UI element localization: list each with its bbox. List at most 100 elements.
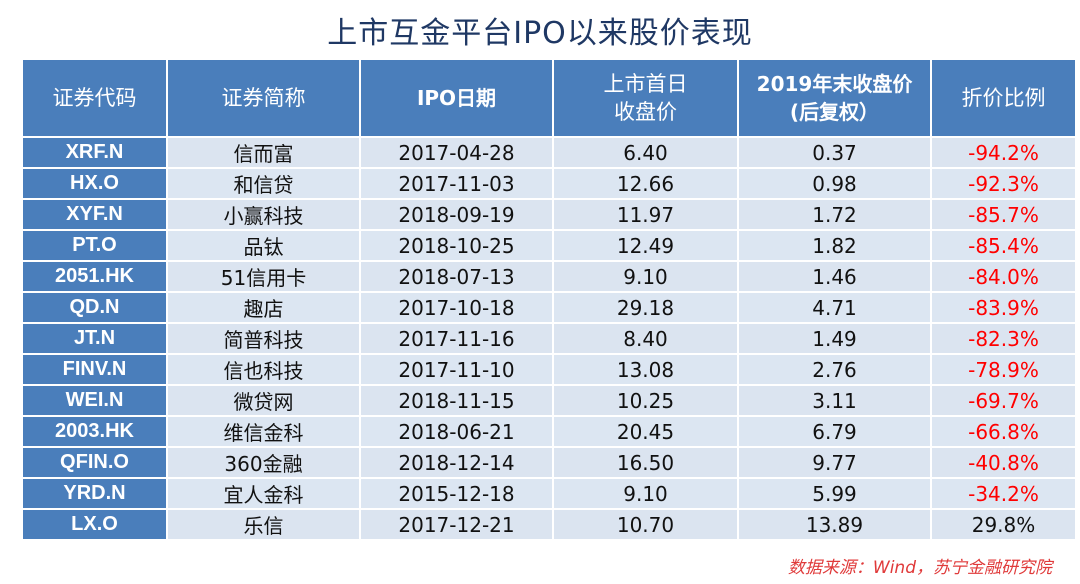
header-first-day-close-line1: 上市首日: [603, 72, 688, 96]
year-end-close-cell: 0.37: [739, 138, 930, 167]
ipo-date-cell: 2015-12-18: [361, 479, 552, 508]
table-row: FINV.N 信也科技 2017-11-10 13.08 2.76 -78.9%: [23, 355, 1075, 384]
ipo-date-cell: 2017-11-03: [361, 169, 552, 198]
first-day-close-cell: 9.10: [554, 262, 737, 291]
header-name: 证券简称: [168, 60, 359, 136]
ipo-date-cell: 2018-07-13: [361, 262, 552, 291]
table-row: YRD.N 宜人金科 2015-12-18 9.10 5.99 -34.2%: [23, 479, 1075, 508]
table-row: QFIN.O 360金融 2018-12-14 16.50 9.77 -40.8%: [23, 448, 1075, 477]
ipo-date-cell: 2017-11-10: [361, 355, 552, 384]
name-cell: 趣店: [168, 293, 359, 322]
table-row: WEI.N 微贷网 2018-11-15 10.25 3.11 -69.7%: [23, 386, 1075, 415]
code-cell: FINV.N: [23, 355, 166, 384]
header-year-end-close-line1: 2019年末收盘价: [756, 72, 913, 96]
code-cell: QFIN.O: [23, 448, 166, 477]
ipo-date-cell: 2017-11-16: [361, 324, 552, 353]
year-end-close-cell: 0.98: [739, 169, 930, 198]
table-row: XYF.N 小赢科技 2018-09-19 11.97 1.72 -85.7%: [23, 200, 1075, 229]
first-day-close-cell: 16.50: [554, 448, 737, 477]
year-end-close-cell: 6.79: [739, 417, 930, 446]
code-cell: 2003.HK: [23, 417, 166, 446]
name-cell: 乐信: [168, 510, 359, 539]
name-cell: 简普科技: [168, 324, 359, 353]
ipo-performance-table: 证券代码 证券简称 IPO日期 上市首日 收盘价 2019年末收盘价 (后复权）…: [21, 58, 1077, 541]
name-cell: 维信金科: [168, 417, 359, 446]
first-day-close-cell: 20.45: [554, 417, 737, 446]
discount-cell: 29.8%: [932, 510, 1075, 539]
year-end-close-cell: 5.99: [739, 479, 930, 508]
ipo-date-cell: 2017-12-21: [361, 510, 552, 539]
table-row: 2051.HK 51信用卡 2018-07-13 9.10 1.46 -84.0%: [23, 262, 1075, 291]
table-row: 2003.HK 维信金科 2018-06-21 20.45 6.79 -66.8%: [23, 417, 1075, 446]
header-year-end-close: 2019年末收盘价 (后复权）: [739, 60, 930, 136]
year-end-close-cell: 1.46: [739, 262, 930, 291]
ipo-date-cell: 2018-11-15: [361, 386, 552, 415]
code-cell: YRD.N: [23, 479, 166, 508]
name-cell: 宜人金科: [168, 479, 359, 508]
first-day-close-cell: 10.25: [554, 386, 737, 415]
discount-cell: -82.3%: [932, 324, 1075, 353]
discount-cell: -94.2%: [932, 138, 1075, 167]
table-row: JT.N 简普科技 2017-11-16 8.40 1.49 -82.3%: [23, 324, 1075, 353]
header-code: 证券代码: [23, 60, 166, 136]
year-end-close-cell: 9.77: [739, 448, 930, 477]
discount-cell: -78.9%: [932, 355, 1075, 384]
ipo-date-cell: 2018-09-19: [361, 200, 552, 229]
first-day-close-cell: 10.70: [554, 510, 737, 539]
header-discount: 折价比例: [932, 60, 1075, 136]
code-cell: HX.O: [23, 169, 166, 198]
code-cell: QD.N: [23, 293, 166, 322]
name-cell: 360金融: [168, 448, 359, 477]
ipo-date-cell: 2018-06-21: [361, 417, 552, 446]
table-row: QD.N 趣店 2017-10-18 29.18 4.71 -83.9%: [23, 293, 1075, 322]
code-cell: PT.O: [23, 231, 166, 260]
table-row: HX.O 和信贷 2017-11-03 12.66 0.98 -92.3%: [23, 169, 1075, 198]
code-cell: XYF.N: [23, 200, 166, 229]
discount-cell: -69.7%: [932, 386, 1075, 415]
year-end-close-cell: 13.89: [739, 510, 930, 539]
first-day-close-cell: 13.08: [554, 355, 737, 384]
table-body: XRF.N 信而富 2017-04-28 6.40 0.37 -94.2% HX.O 和信贷 2…: [23, 138, 1075, 539]
code-cell: JT.N: [23, 324, 166, 353]
source-note: 数据来源：Wind，苏宁金融研究院: [787, 558, 1052, 578]
discount-cell: -85.4%: [932, 231, 1075, 260]
discount-cell: -84.0%: [932, 262, 1075, 291]
table-row: PT.O 品钛 2018-10-25 12.49 1.82 -85.4%: [23, 231, 1075, 260]
ipo-date-cell: 2018-10-25: [361, 231, 552, 260]
first-day-close-cell: 8.40: [554, 324, 737, 353]
first-day-close-cell: 11.97: [554, 200, 737, 229]
name-cell: 微贷网: [168, 386, 359, 415]
first-day-close-cell: 29.18: [554, 293, 737, 322]
ipo-date-cell: 2017-10-18: [361, 293, 552, 322]
code-cell: LX.O: [23, 510, 166, 539]
year-end-close-cell: 1.82: [739, 231, 930, 260]
code-cell: XRF.N: [23, 138, 166, 167]
year-end-close-cell: 4.71: [739, 293, 930, 322]
discount-cell: -40.8%: [932, 448, 1075, 477]
table-header-row: 证券代码 证券简称 IPO日期 上市首日 收盘价 2019年末收盘价 (后复权）…: [23, 60, 1075, 136]
ipo-date-cell: 2017-04-28: [361, 138, 552, 167]
name-cell: 信也科技: [168, 355, 359, 384]
table-row: XRF.N 信而富 2017-04-28 6.40 0.37 -94.2%: [23, 138, 1075, 167]
year-end-close-cell: 1.49: [739, 324, 930, 353]
header-first-day-close: 上市首日 收盘价: [554, 60, 737, 136]
discount-cell: -34.2%: [932, 479, 1075, 508]
year-end-close-cell: 1.72: [739, 200, 930, 229]
year-end-close-cell: 2.76: [739, 355, 930, 384]
page-title: 上市互金平台IPO以来股价表现: [327, 16, 753, 51]
name-cell: 品钛: [168, 231, 359, 260]
discount-cell: -85.7%: [932, 200, 1075, 229]
ipo-date-cell: 2018-12-14: [361, 448, 552, 477]
first-day-close-cell: 6.40: [554, 138, 737, 167]
name-cell: 51信用卡: [168, 262, 359, 291]
name-cell: 小赢科技: [168, 200, 359, 229]
header-year-end-close-line2: (后复权）: [789, 100, 880, 124]
table-row: LX.O 乐信 2017-12-21 10.70 13.89 29.8%: [23, 510, 1075, 539]
first-day-close-cell: 12.49: [554, 231, 737, 260]
header-ipo-date: IPO日期: [361, 60, 552, 136]
code-cell: 2051.HK: [23, 262, 166, 291]
name-cell: 和信贷: [168, 169, 359, 198]
discount-cell: -83.9%: [932, 293, 1075, 322]
discount-cell: -66.8%: [932, 417, 1075, 446]
first-day-close-cell: 9.10: [554, 479, 737, 508]
